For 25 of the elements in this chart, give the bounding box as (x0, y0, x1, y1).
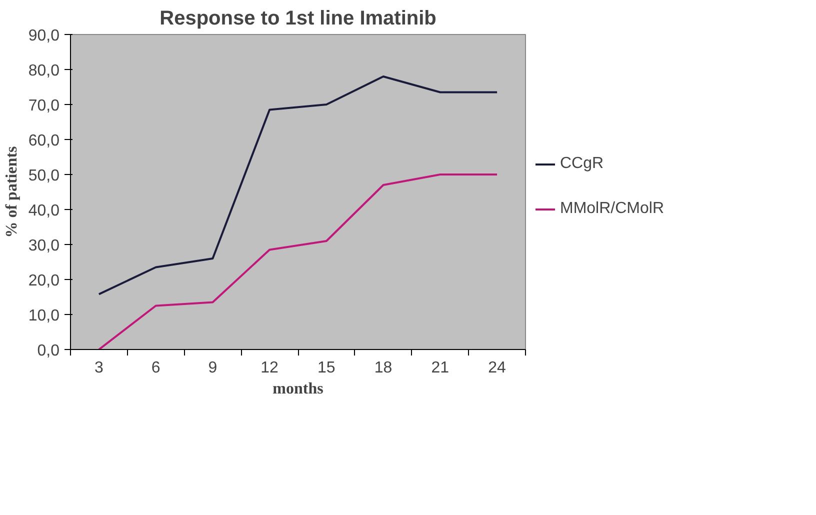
legend-label: CCgR (560, 155, 604, 173)
y-tick-label: 60,0 (28, 132, 60, 150)
legend-label: MMolR/CMolR (560, 200, 664, 218)
y-axis-title: % of patients (3, 146, 20, 238)
y-tick-label: 30,0 (28, 238, 60, 254)
y-tick-label: 70,0 (28, 98, 60, 114)
x-axis-title: months (272, 380, 324, 398)
y-tick-label: 40,0 (28, 202, 60, 220)
x-tick-label: 6 (151, 360, 160, 376)
x-tick-label: 21 (431, 360, 450, 376)
y-tick-label: 20,0 (28, 272, 60, 290)
chart-title: Response to 1st line Imatinib (160, 8, 436, 30)
x-tick-label: 18 (374, 360, 392, 376)
x-tick-label: 3 (94, 360, 104, 376)
y-tick-label: 50,0 (28, 168, 60, 184)
y-tick-label: 90,0 (28, 28, 60, 44)
y-tick-label: 0,0 (37, 342, 60, 360)
x-tick-label: 12 (260, 360, 279, 376)
x-tick-label: 9 (208, 360, 218, 376)
x-tick-label: 15 (318, 360, 336, 376)
y-tick-label: 80,0 (28, 62, 60, 80)
line-series (98, 174, 498, 350)
line-series (98, 76, 498, 296)
x-tick-label: 24 (488, 360, 506, 376)
y-tick-label: 10,0 (28, 308, 60, 324)
